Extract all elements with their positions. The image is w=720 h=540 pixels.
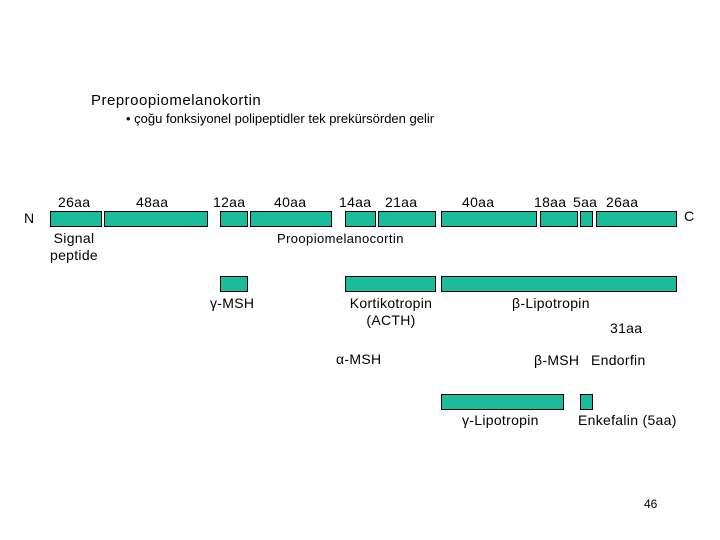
length-label-40aa-2: 40aa — [462, 194, 495, 210]
length-label-26aa: 26aa — [58, 194, 91, 210]
segment-26aa-end — [596, 211, 677, 227]
signal-label-line1: Signal — [53, 230, 95, 246]
segment-40aa — [250, 211, 332, 227]
segment-signal-peptide — [50, 211, 102, 227]
gamma-lipotropin-label: γ-Lipotropin — [462, 412, 539, 428]
c-terminus-label: C — [684, 208, 695, 224]
segment-48aa — [104, 211, 208, 227]
length-label-14aa: 14aa — [339, 194, 372, 210]
signal-peptide-label: Signal peptide — [46, 230, 102, 264]
enkefalin-label: Enkefalin (5aa) — [578, 412, 677, 428]
n-terminus-label: N — [24, 210, 35, 226]
acth-label: Kortikotropin (ACTH) — [336, 295, 446, 329]
fragment-gamma-lipotropin — [441, 394, 564, 410]
segment-enkefalin — [580, 211, 593, 227]
fragment-beta-lipotropin — [441, 276, 677, 292]
beta-lipotropin-label: β-Lipotropin — [512, 295, 590, 311]
slide-title: Preproopiomelanokortin — [91, 92, 262, 109]
length-label-26aa-2: 26aa — [606, 194, 639, 210]
length-label-21aa: 21aa — [385, 194, 418, 210]
slide-subtitle: • çoğu fonksiyonel polipeptidler tek pre… — [126, 111, 435, 126]
length-label-40aa: 40aa — [274, 194, 307, 210]
endorfin-label: Endorfin — [591, 352, 646, 368]
acth-label-line1: Kortikotropin — [349, 295, 433, 311]
length-label-12aa: 12aa — [213, 194, 246, 210]
page-number: 46 — [644, 497, 658, 511]
segment-beta-msh — [540, 211, 578, 227]
length-label-48aa: 48aa — [136, 194, 169, 210]
segment-gamma-msh — [220, 211, 248, 227]
alpha-msh-label: α-MSH — [336, 351, 382, 367]
acth-label-line2: (ACTH) — [366, 312, 416, 328]
gamma-msh-label: γ-MSH — [210, 295, 255, 311]
signal-label-line2: peptide — [49, 247, 99, 263]
segment-alpha-msh — [345, 211, 376, 227]
segment-40aa-2 — [441, 211, 537, 227]
length-label-5aa: 5aa — [573, 194, 598, 210]
length-label-18aa: 18aa — [534, 194, 567, 210]
fragment-gamma-msh — [220, 276, 248, 292]
proopiomelanocortin-label: Proopiomelanocortin — [277, 231, 404, 246]
segment-21aa — [378, 211, 436, 227]
fragment-acth — [345, 276, 436, 292]
fragment-enkefalin — [580, 394, 593, 410]
aa31-label: 31aa — [610, 320, 643, 336]
beta-msh-label: β-MSH — [534, 352, 580, 368]
